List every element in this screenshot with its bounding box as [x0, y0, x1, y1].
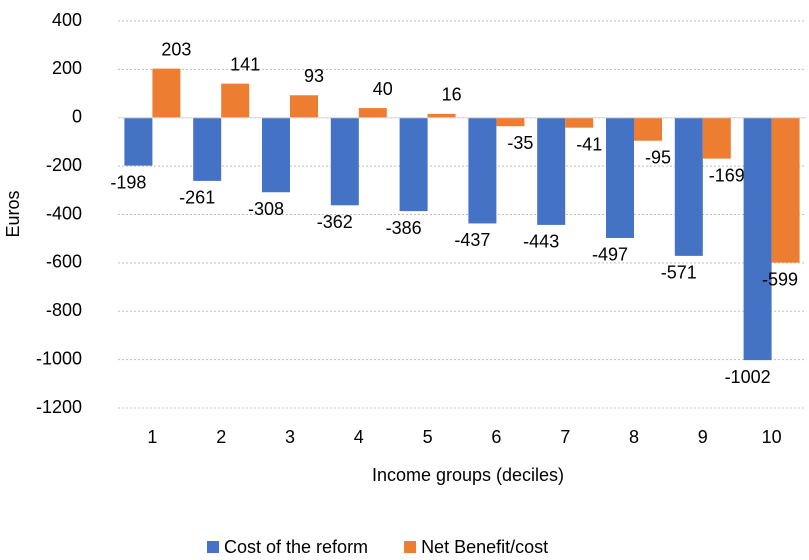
bar [330, 117, 359, 206]
y-tick-label: 200 [52, 58, 82, 78]
x-tick-label: 2 [216, 427, 226, 447]
bar [221, 83, 250, 118]
bar [262, 117, 290, 193]
data-label: 93 [304, 66, 324, 86]
y-tick-label: -1000 [36, 348, 82, 368]
data-label: -308 [248, 199, 284, 219]
data-label: 141 [230, 54, 260, 74]
x-tick-label: 5 [423, 427, 433, 447]
bar [743, 117, 772, 361]
data-label: 16 [442, 85, 462, 105]
bar [702, 117, 731, 159]
y-tick-label: -400 [46, 203, 82, 223]
bar [152, 68, 181, 118]
bar [565, 117, 594, 128]
data-label: -497 [592, 245, 628, 265]
data-label: -198 [110, 172, 146, 192]
data-label: -362 [317, 212, 353, 232]
data-label: -95 [645, 147, 671, 167]
data-label: -437 [454, 230, 490, 250]
bar [537, 117, 566, 225]
data-label: -35 [507, 133, 533, 153]
data-label: 40 [373, 79, 393, 99]
data-label: -571 [661, 263, 697, 283]
data-label: -261 [179, 188, 215, 208]
x-tick-label: 9 [698, 427, 708, 447]
data-label: -1002 [725, 367, 771, 387]
y-tick-label: 0 [72, 107, 82, 127]
bar [399, 117, 428, 212]
y-tick-label: -1200 [36, 397, 82, 417]
bar [290, 95, 318, 118]
legend-label: Cost of the reform [224, 537, 368, 557]
y-tick-label: -200 [46, 155, 82, 175]
x-tick-label: 4 [354, 427, 364, 447]
bar [427, 113, 456, 118]
x-tick-label: 8 [629, 427, 639, 447]
y-tick-label: -800 [46, 300, 82, 320]
legend-swatch [404, 541, 417, 553]
x-tick-label: 7 [560, 427, 570, 447]
data-label: 203 [161, 39, 191, 59]
data-label: -386 [386, 218, 422, 238]
x-tick-label: 1 [147, 427, 157, 447]
data-label: -169 [709, 165, 745, 185]
x-axis-title: Income groups (deciles) [372, 465, 564, 485]
x-tick-label: 3 [285, 427, 295, 447]
bar [634, 117, 662, 141]
y-tick-label: 400 [52, 10, 82, 30]
data-label: -41 [576, 134, 602, 154]
y-axis-title: Euros [3, 190, 23, 237]
bar [771, 117, 800, 263]
y-tick-label: -600 [46, 252, 82, 272]
bar [606, 117, 634, 238]
bar [193, 117, 222, 181]
x-tick-label: 10 [762, 427, 782, 447]
bar [496, 117, 525, 127]
bar [124, 117, 153, 166]
data-label: -443 [523, 232, 559, 252]
legend-swatch [207, 541, 219, 553]
bar [468, 117, 497, 224]
legend-label: Net Benefit/cost [421, 537, 548, 557]
data-label: -599 [762, 269, 798, 289]
bar [674, 117, 703, 256]
bar [358, 108, 387, 118]
x-tick-label: 6 [491, 427, 501, 447]
